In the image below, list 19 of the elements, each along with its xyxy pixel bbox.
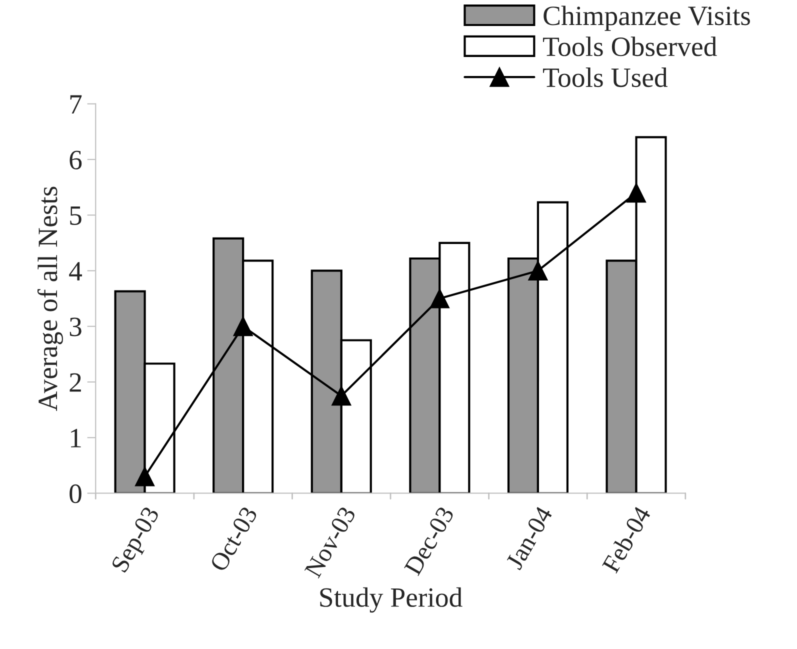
y-tick-label: 5	[70, 206, 82, 226]
y-tick-label: 2	[70, 373, 81, 392]
y-tick-label: 0	[70, 484, 82, 504]
y-axis-title: Average of all Nests	[37, 186, 63, 412]
point	[135, 466, 155, 486]
y-tick-label: 4	[69, 262, 82, 280]
point	[332, 386, 352, 406]
legend-label: Tools Used	[543, 68, 668, 88]
point	[430, 288, 450, 308]
legend-label: Chimpanzee Visits	[544, 6, 750, 31]
x-axis-title: Study Period	[320, 587, 462, 613]
point	[528, 261, 548, 280]
point	[233, 316, 253, 336]
y-tick-label: 6	[70, 150, 82, 170]
legend-label: Tools Observed	[543, 36, 717, 56]
y-tick-label: 7	[70, 95, 82, 114]
y-tick-label: 3	[70, 318, 82, 336]
point	[626, 183, 646, 203]
y-tick-label: 1	[71, 428, 81, 448]
